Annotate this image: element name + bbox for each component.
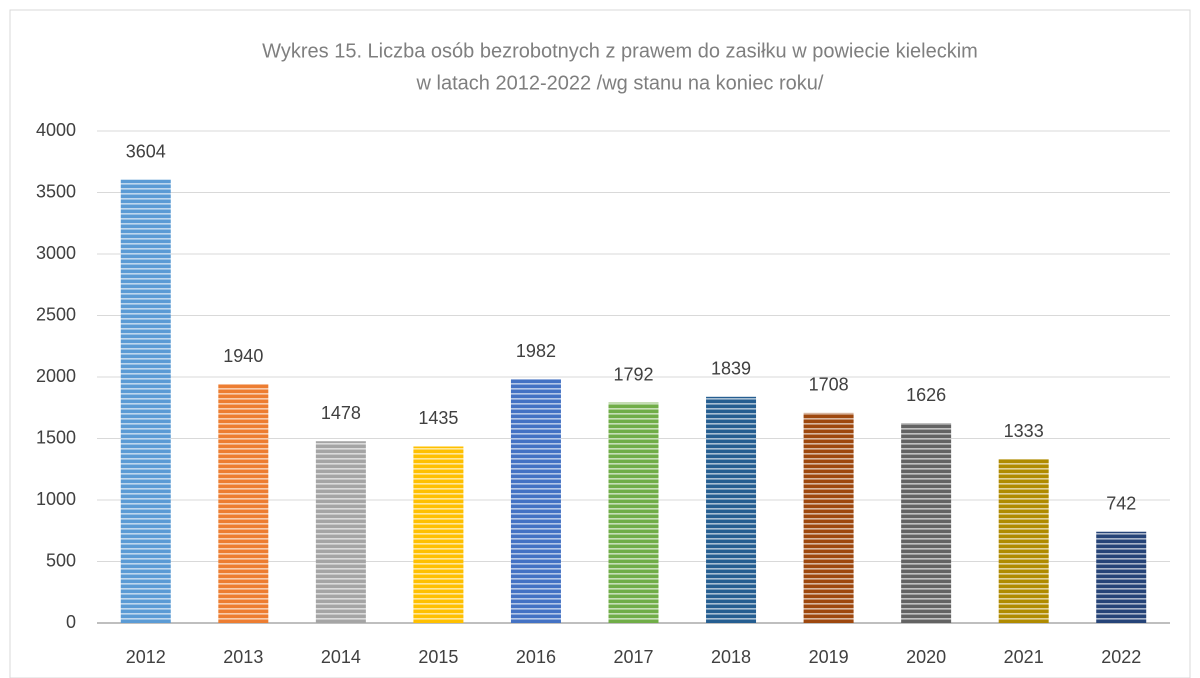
data-label: 1708 [809, 375, 849, 395]
y-tick-label: 4000 [36, 120, 76, 140]
x-tick-label: 2015 [418, 647, 458, 667]
data-label: 1626 [906, 385, 946, 405]
x-tick-label: 2021 [1004, 647, 1044, 667]
data-label: 3604 [126, 141, 166, 161]
bar [803, 412, 854, 623]
x-tick-label: 2017 [613, 647, 653, 667]
x-tick-label: 2022 [1101, 647, 1141, 667]
y-tick-label: 1000 [36, 489, 76, 509]
bar [510, 379, 561, 623]
x-tick-label: 2014 [321, 647, 361, 667]
y-tick-label: 3500 [36, 181, 76, 201]
data-label: 1839 [711, 359, 751, 379]
bar [998, 459, 1049, 623]
y-tick-label: 2500 [36, 304, 76, 324]
bar [413, 446, 464, 623]
data-label: 1792 [613, 364, 653, 384]
x-tick-label: 2013 [223, 647, 263, 667]
x-tick-label: 2012 [126, 647, 166, 667]
bar [901, 423, 952, 623]
y-tick-label: 3000 [36, 243, 76, 263]
chart-title: Wykres 15. Liczba osób bezrobotnych z pr… [262, 40, 978, 62]
data-label: 1982 [516, 341, 556, 361]
x-tick-label: 2019 [809, 647, 849, 667]
chart-title: w latach 2012-2022 /wg stanu na koniec r… [416, 72, 824, 94]
bar [706, 396, 757, 623]
y-tick-label: 0 [66, 612, 76, 632]
bar [315, 441, 366, 623]
data-label: 1940 [223, 346, 263, 366]
bar [218, 384, 269, 623]
bar [1096, 531, 1147, 623]
data-label: 742 [1106, 493, 1136, 513]
y-tick-label: 2000 [36, 366, 76, 386]
bar [120, 179, 171, 623]
y-tick-label: 500 [46, 550, 76, 570]
x-tick-label: 2018 [711, 647, 751, 667]
chart-border [9, 9, 1191, 678]
bar [608, 402, 659, 623]
data-label: 1333 [1004, 421, 1044, 441]
data-label: 1435 [418, 408, 458, 428]
x-tick-label: 2020 [906, 647, 946, 667]
data-label: 1478 [321, 403, 361, 423]
y-tick-label: 1500 [36, 427, 76, 447]
x-tick-label: 2016 [516, 647, 556, 667]
